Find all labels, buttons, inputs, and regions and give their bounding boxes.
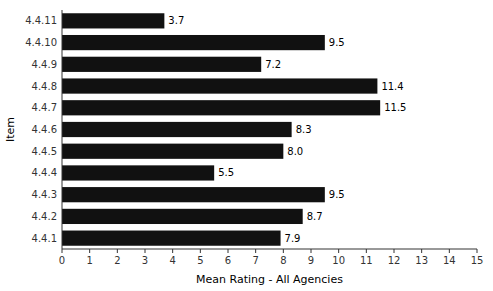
x-tick: [62, 249, 63, 253]
bar: [62, 35, 325, 50]
x-tick: [338, 249, 339, 253]
data-label: 9.5: [329, 37, 345, 48]
y-tick-label: 4.4.10: [25, 37, 57, 48]
x-tick-label: 8: [280, 255, 286, 266]
bar: [62, 144, 283, 159]
y-tick-label: 4.4.3: [32, 189, 57, 200]
x-tick: [283, 249, 284, 253]
y-tick-label: 4.4.4: [32, 167, 57, 178]
x-tick: [477, 249, 478, 253]
y-axis-title: Item: [4, 117, 17, 142]
x-axis-title: Mean Rating - All Agencies: [196, 273, 343, 286]
bar: [62, 231, 281, 246]
x-tick: [117, 249, 118, 253]
x-tick: [366, 249, 367, 253]
y-tick-label: 4.4.5: [32, 146, 57, 157]
data-label: 8.0: [287, 146, 303, 157]
x-tick-label: 11: [360, 255, 373, 266]
x-tick: [145, 249, 146, 253]
data-label: 7.2: [265, 59, 281, 70]
x-tick: [311, 249, 312, 253]
y-axis-line: [62, 10, 63, 249]
x-tick-label: 9: [308, 255, 314, 266]
x-tick-label: 1: [86, 255, 92, 266]
x-tick: [394, 249, 395, 253]
y-tick-label: 4.4.11: [25, 15, 57, 26]
y-tick-label: 4.4.7: [32, 102, 57, 113]
x-tick-label: 7: [252, 255, 258, 266]
x-tick-label: 6: [225, 255, 231, 266]
bar: [62, 57, 261, 72]
x-tick-label: 15: [471, 255, 484, 266]
x-tick: [255, 249, 256, 253]
x-tick: [421, 249, 422, 253]
y-tick-label: 4.4.1: [32, 233, 57, 244]
bar: [62, 122, 292, 137]
data-label: 3.7: [168, 15, 184, 26]
data-label: 11.4: [381, 81, 403, 92]
x-tick-label: 4: [169, 255, 175, 266]
x-tick-label: 0: [59, 255, 65, 266]
y-tick-label: 4.4.8: [32, 81, 57, 92]
y-tick-label: 4.4.9: [32, 59, 57, 70]
data-label: 8.7: [307, 211, 323, 222]
bar: [62, 78, 377, 93]
x-tick-label: 12: [388, 255, 401, 266]
data-label: 11.5: [384, 102, 406, 113]
data-label: 7.9: [285, 233, 301, 244]
x-tick: [172, 249, 173, 253]
x-tick-label: 10: [332, 255, 345, 266]
x-tick: [89, 249, 90, 253]
bar: [62, 100, 380, 115]
data-label: 9.5: [329, 189, 345, 200]
bars: [62, 13, 380, 245]
x-tick: [228, 249, 229, 253]
x-axis-line: [62, 249, 477, 250]
data-label: 5.5: [218, 167, 234, 178]
x-tick: [200, 249, 201, 253]
x-tick-label: 3: [142, 255, 148, 266]
data-label: 8.3: [296, 124, 312, 135]
y-tick-label: 4.4.6: [32, 124, 57, 135]
x-tick: [449, 249, 450, 253]
x-tick-label: 2: [114, 255, 120, 266]
y-tick-label: 4.4.2: [32, 211, 57, 222]
x-tick-label: 5: [197, 255, 203, 266]
x-tick-label: 13: [415, 255, 428, 266]
bar: [62, 13, 164, 28]
bar: [62, 165, 214, 180]
bar: [62, 209, 303, 224]
chart: 7.98.79.55.58.08.311.511.47.29.53.701234…: [0, 0, 493, 291]
x-tick-label: 14: [443, 255, 456, 266]
bar: [62, 187, 325, 202]
